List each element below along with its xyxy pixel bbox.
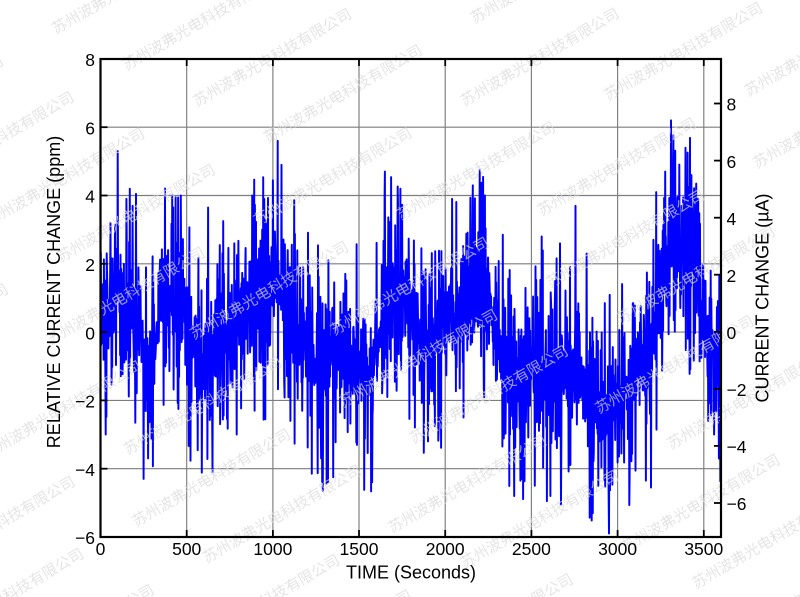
svg-text:3500: 3500 — [684, 539, 723, 559]
svg-text:8: 8 — [85, 50, 95, 70]
svg-text:4: 4 — [85, 187, 95, 207]
svg-text:−6: −6 — [727, 494, 747, 514]
svg-text:2: 2 — [727, 266, 737, 286]
svg-text:−4: −4 — [75, 460, 95, 480]
svg-text:3000: 3000 — [598, 539, 637, 559]
svg-text:2000: 2000 — [426, 539, 465, 559]
svg-text:0: 0 — [727, 323, 737, 343]
svg-text:0: 0 — [85, 323, 95, 343]
svg-text:4: 4 — [727, 209, 737, 229]
svg-text:RELATIVE CURRENT CHANGE (ppm): RELATIVE CURRENT CHANGE (ppm) — [44, 136, 64, 448]
svg-text:6: 6 — [727, 152, 737, 172]
svg-text:6: 6 — [85, 118, 95, 138]
svg-text:CURRENT CHANGE (µA): CURRENT CHANGE (µA) — [753, 193, 773, 402]
svg-text:−4: −4 — [727, 437, 747, 457]
svg-text:TIME (Seconds): TIME (Seconds) — [346, 563, 476, 583]
svg-text:500: 500 — [172, 539, 201, 559]
svg-text:−2: −2 — [727, 380, 747, 400]
svg-text:−2: −2 — [75, 392, 95, 412]
svg-text:2500: 2500 — [512, 539, 551, 559]
svg-text:1000: 1000 — [253, 539, 292, 559]
svg-text:8: 8 — [727, 95, 737, 115]
svg-text:0: 0 — [96, 539, 106, 559]
svg-text:2: 2 — [85, 255, 95, 275]
svg-text:−6: −6 — [75, 528, 95, 548]
svg-text:1500: 1500 — [340, 539, 379, 559]
